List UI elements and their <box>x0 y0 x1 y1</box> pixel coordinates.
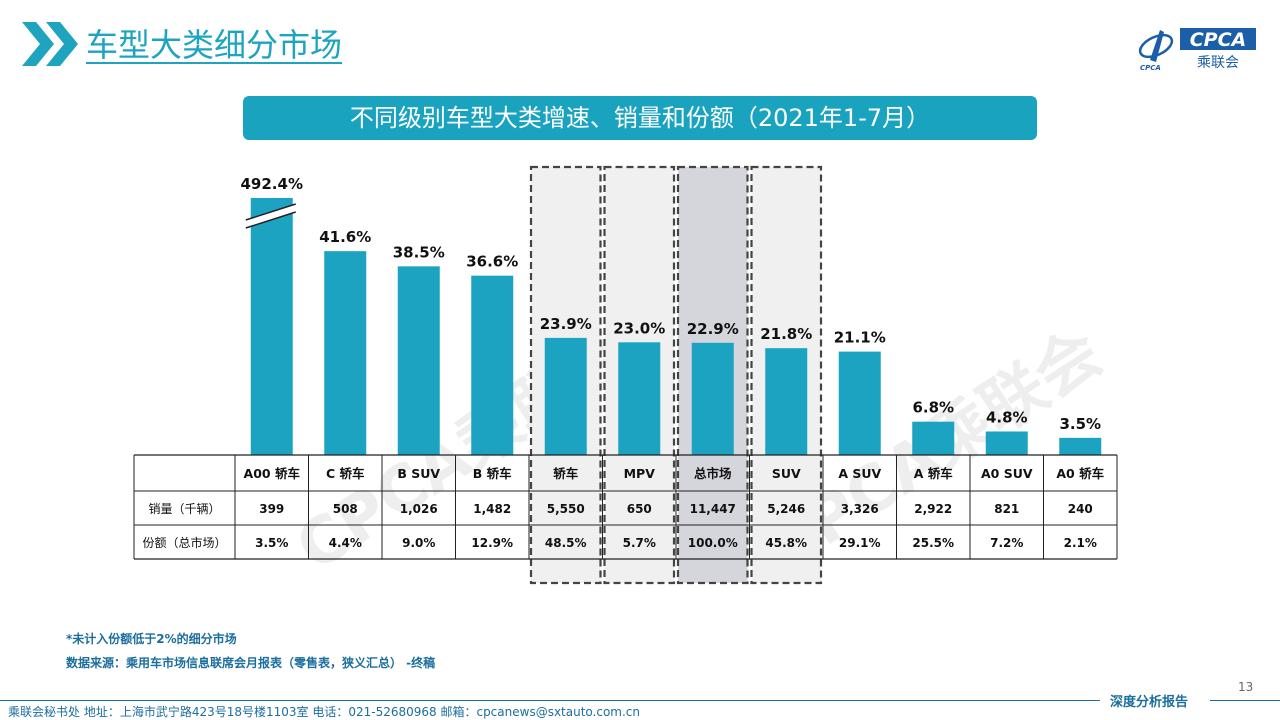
bar <box>471 275 514 455</box>
tick-label: SUV <box>772 466 801 481</box>
table-cell: 4.4% <box>329 536 362 550</box>
table-cell: 5,246 <box>767 502 805 516</box>
tick-label: 总市场 <box>694 466 732 481</box>
table-cell: 5,550 <box>547 502 585 516</box>
table-cell: 7.2% <box>990 536 1023 550</box>
data-label: 21.1% <box>834 329 886 347</box>
footnote-note: *未计入份额低于2%的细分市场 <box>66 632 237 646</box>
table-cell: 25.5% <box>912 536 954 550</box>
chart-banner: 不同级别车型大类增速、销量和份额（2021年1-7月） <box>243 96 1037 140</box>
table-cell: 399 <box>259 502 284 516</box>
axis-break-line <box>245 211 296 229</box>
axis-break-gap <box>245 204 296 228</box>
data-label: 38.5% <box>393 243 445 261</box>
data-label: 23.0% <box>613 319 665 337</box>
footer-divider-right <box>1210 700 1280 701</box>
tick-label: B 轿车 <box>473 466 512 481</box>
table-cell: 48.5% <box>545 536 587 550</box>
table-cell: 650 <box>627 502 652 516</box>
row-label: 份额（总市场） <box>142 535 226 550</box>
table-cell: 1,026 <box>400 502 438 516</box>
tick-label: A SUV <box>838 466 881 481</box>
bar <box>838 351 881 455</box>
data-label: 36.6% <box>466 253 518 271</box>
logo-text: CPCA <box>1190 29 1247 51</box>
tick-label: A00 轿车 <box>244 466 301 481</box>
tick-label: 轿车 <box>553 466 579 481</box>
tick-label: C 轿车 <box>326 466 365 481</box>
bar <box>250 198 293 455</box>
footer-divider <box>0 700 1100 701</box>
cpca-logo: CPCA 乘联会 CPCA <box>1138 28 1256 72</box>
logo-mark: CPCA <box>1140 64 1161 72</box>
row-label: 销量（千辆） <box>148 502 220 516</box>
bar <box>324 251 367 455</box>
table-cell: 508 <box>333 502 358 516</box>
tick-label: B SUV <box>397 466 440 481</box>
bar <box>1059 437 1102 455</box>
table-cell: 1,482 <box>473 502 511 516</box>
footer-address: 乘联会秘书处 地址：上海市武宁路423号18号楼1103室 电话：021-526… <box>8 705 641 719</box>
table-cell: 821 <box>994 502 1019 516</box>
tick-label: MPV <box>624 466 656 481</box>
bar-chart: 492.4% 41.6% 38.5% 36.6% 23.9% 23.0% 22.9% 21.8… <box>133 165 1118 585</box>
table-cell: 9.0% <box>402 536 435 550</box>
table-cell: 29.1% <box>839 536 881 550</box>
report-label: 深度分析报告 <box>1110 695 1189 710</box>
table-cell: 12.9% <box>471 536 513 550</box>
bar <box>691 342 734 455</box>
data-label: 492.4% <box>241 175 303 193</box>
page-title: 车型大类细分市场 <box>86 26 343 64</box>
footnote-source: 数据来源：乘用车市场信息联席会月报表（零售表，狭义汇总） -终稿 <box>66 656 436 670</box>
bar <box>912 421 955 455</box>
data-label: 23.9% <box>540 315 592 333</box>
chevron-icon <box>22 22 78 66</box>
table-cell: 5.7% <box>623 536 656 550</box>
axis-break-line <box>245 203 296 221</box>
bar <box>618 342 661 455</box>
table-cell: 3.5% <box>255 536 288 550</box>
table-cell: 240 <box>1068 502 1093 516</box>
data-label: 4.8% <box>986 408 1028 426</box>
bar <box>985 431 1028 455</box>
data-label: 6.8% <box>912 399 954 417</box>
data-label: 22.9% <box>687 320 739 338</box>
bar <box>544 337 587 455</box>
highlight-box <box>676 165 749 585</box>
logo-subtitle: 乘联会 <box>1197 55 1239 71</box>
page-number: 13 <box>1238 680 1254 694</box>
data-label: 21.8% <box>760 325 812 343</box>
bar <box>765 348 808 455</box>
table-cell: 11,447 <box>690 502 736 516</box>
table-cell: 2.1% <box>1064 536 1097 550</box>
data-label: 3.5% <box>1059 415 1101 433</box>
table-cell: 100.0% <box>688 536 738 550</box>
tick-label: A0 SUV <box>981 466 1033 481</box>
data-label: 41.6% <box>319 228 371 246</box>
table-cell: 45.8% <box>765 536 807 550</box>
table-cell: 3,326 <box>841 502 879 516</box>
tick-label: A 轿车 <box>914 466 954 481</box>
bar <box>397 266 440 455</box>
tick-label: A0 轿车 <box>1056 466 1104 481</box>
table-cell: 2,922 <box>914 502 952 516</box>
